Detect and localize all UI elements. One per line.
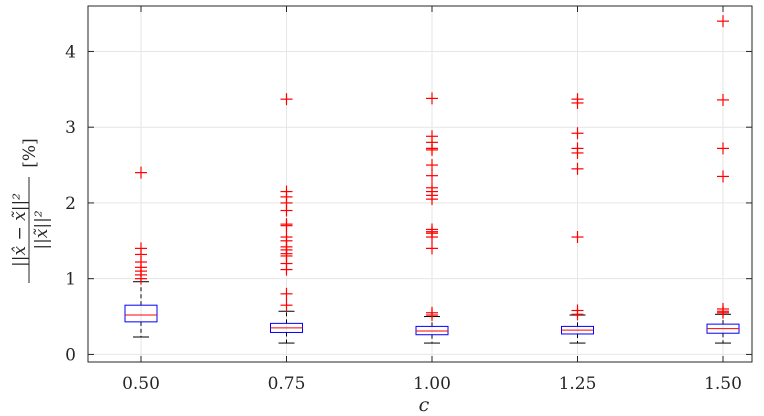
y-tick-label: 4 [65, 42, 76, 62]
outlier-marker [426, 92, 438, 105]
outlier-marker [280, 299, 293, 312]
box-group-1-00 [415, 92, 449, 344]
outlier-marker [426, 159, 438, 172]
axes: 0 1 2 3 4 0.50 0.75 1.00 1.25 1.50 [65, 5, 753, 394]
iqr-box [124, 304, 158, 323]
outlier-marker [571, 127, 584, 140]
outlier-marker [426, 242, 438, 255]
outlier-marker [571, 96, 584, 109]
y-tick-label: 2 [65, 194, 76, 214]
box-group-1-50 [706, 15, 740, 344]
outlier-marker [426, 193, 438, 206]
outlier-marker [426, 309, 438, 322]
outlier-marker [135, 166, 147, 179]
outlier-marker [280, 219, 293, 232]
y-axis-label-unit: [%] [20, 138, 40, 167]
box-series [124, 15, 740, 344]
outlier-marker [571, 146, 584, 159]
outlier-marker [135, 272, 147, 285]
x-tick-label: 1.50 [704, 374, 742, 394]
outlier-marker [426, 231, 438, 244]
outlier-marker [426, 143, 438, 156]
outlier-marker [280, 287, 293, 300]
y-tick-label: 1 [65, 270, 76, 290]
box-group-0-75 [270, 93, 303, 344]
x-tick-label: 0.75 [268, 374, 306, 394]
outlier-marker [280, 204, 293, 217]
y-axis-label-numerator: ||x̂ − x̃||² [10, 193, 30, 267]
y-axis-label-denominator: ||x̃||² [32, 210, 52, 249]
grid-lines [88, 6, 752, 362]
x-tick-label: 1.25 [559, 374, 597, 394]
x-tick-label: 0.50 [122, 374, 160, 394]
x-tick-label: 1.00 [413, 374, 451, 394]
outlier-marker [426, 169, 438, 182]
x-axis-label: c [419, 394, 430, 416]
plot-frame [87, 5, 753, 363]
outlier-marker [717, 306, 729, 319]
outlier-marker [571, 231, 584, 244]
y-tick-label: 3 [65, 118, 76, 138]
box-group-1-25 [561, 93, 594, 344]
outlier-marker [717, 93, 729, 106]
outlier-marker [717, 170, 729, 183]
y-tick-label: 0 [65, 345, 76, 365]
outlier-marker [280, 263, 293, 276]
outlier-marker [717, 142, 729, 155]
outlier-marker [571, 308, 584, 321]
box-group-0-50 [124, 166, 158, 338]
outlier-marker [571, 162, 584, 175]
outlier-marker [280, 93, 293, 106]
y-axis-label: ||x̂ − x̃||² ||x̃||² [%] [10, 138, 52, 283]
outlier-marker [717, 15, 729, 28]
